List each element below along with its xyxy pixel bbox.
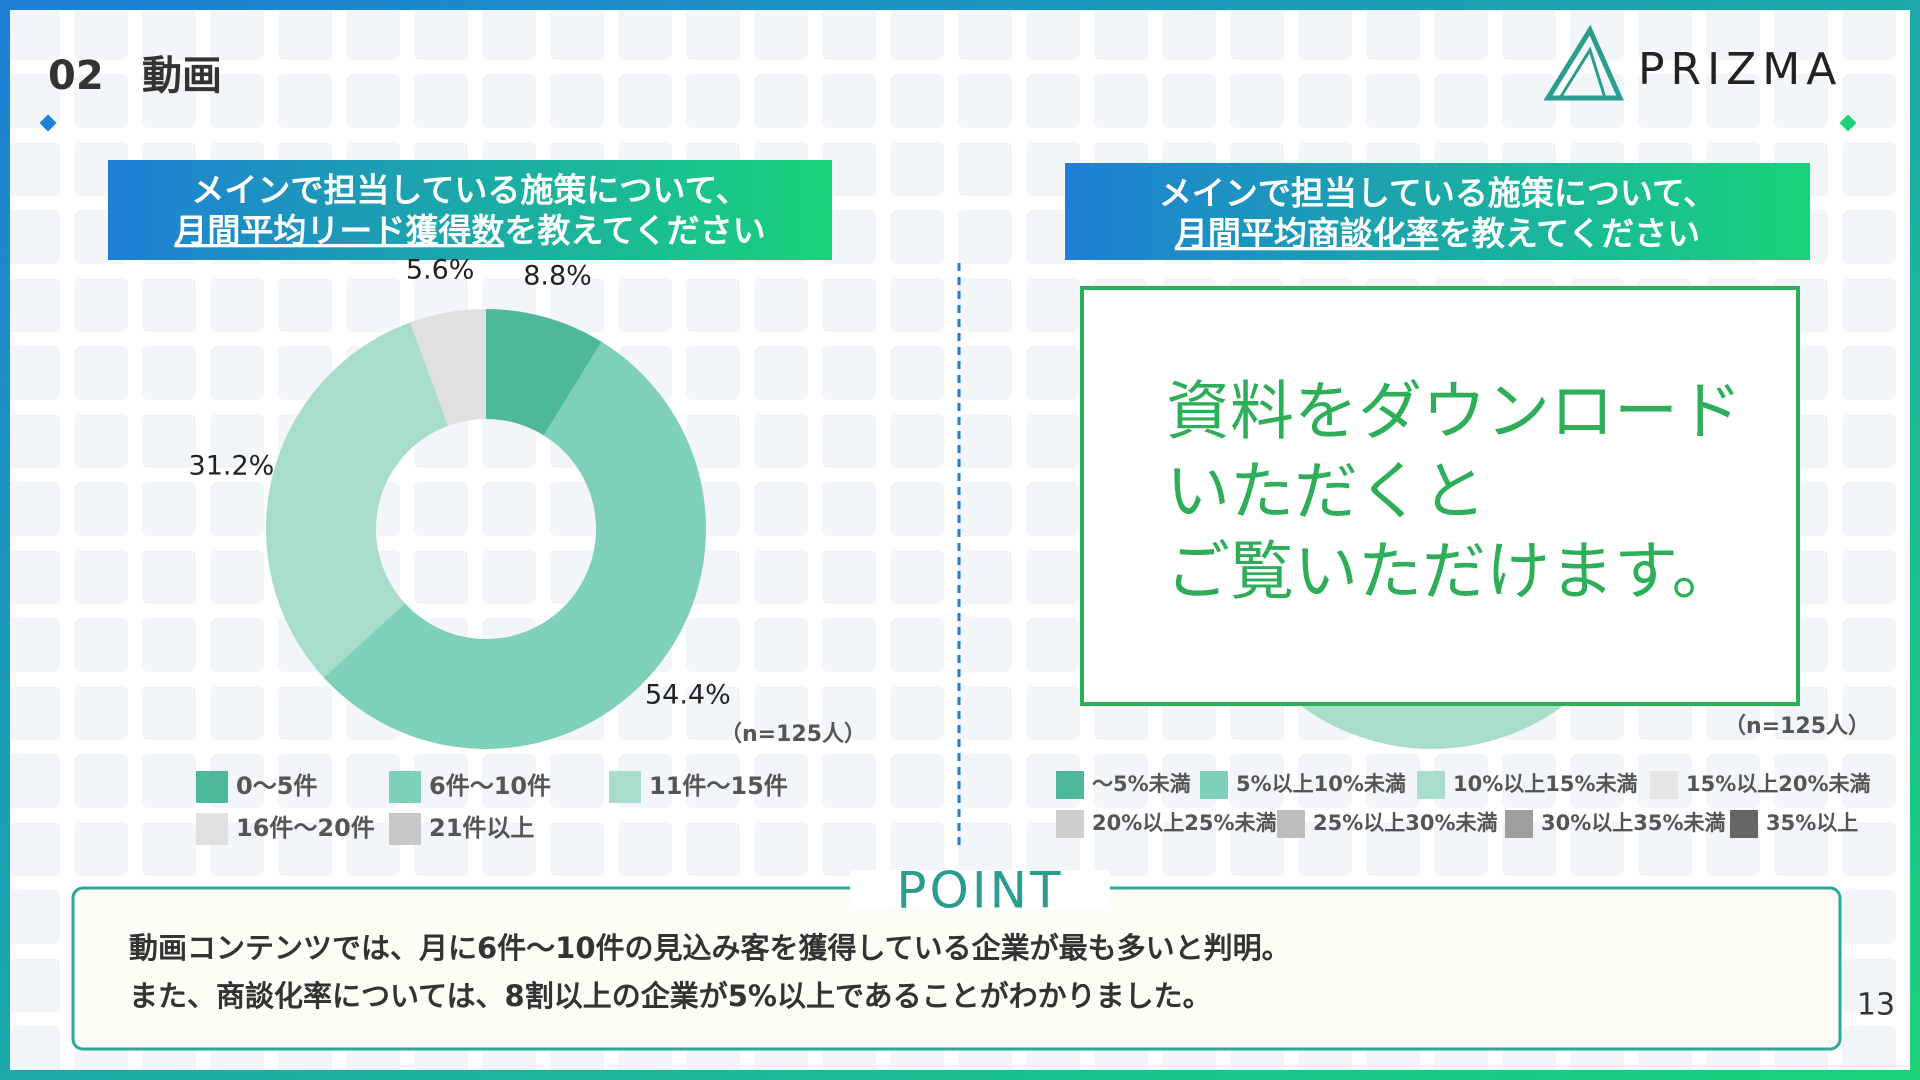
point-text: 動画コンテンツでは、月に6件〜10件の見込み客を獲得している企業が最も多いと判明… (129, 931, 1291, 965)
chart-title: 月間平均リード獲得数を教えてください (174, 211, 765, 250)
data-label: 8.8% (523, 260, 592, 291)
page-number: 13 (1857, 988, 1895, 1023)
donut-slice (323, 341, 706, 750)
logo-text: PRIZMA (1638, 44, 1842, 95)
legend-swatch (1505, 810, 1533, 838)
legend-swatch (1277, 810, 1305, 838)
section-title: 動画 (142, 53, 222, 99)
overlay-box (1080, 286, 1800, 706)
legend-swatch (1650, 771, 1678, 799)
legend-swatch (609, 771, 641, 803)
title-emphasis: 月間平均商談化率 (1175, 214, 1439, 253)
legend-label: 35%以上 (1766, 811, 1858, 835)
legend-label: 25%以上30%未満 (1313, 811, 1498, 835)
point-text: また、商談化率については、8割以上の企業が5%以上であることがわかりました。 (129, 979, 1212, 1013)
data-label: 54.4% (645, 680, 731, 711)
legend-label: 30%以上35%未満 (1541, 811, 1726, 835)
donut-slice (410, 309, 486, 426)
legend-swatch (389, 771, 421, 803)
donut-slice (265, 322, 449, 678)
donut-slice (486, 309, 602, 436)
title-box (1065, 163, 1810, 260)
data-label: 31.2% (189, 451, 275, 482)
point-heading: POINT (896, 862, 1063, 920)
legend-label: 5%以上10%未満 (1236, 772, 1406, 796)
overlay-text: ご覧いただけます。 (1166, 536, 1736, 610)
legend-swatch (196, 813, 228, 845)
legend-label: 11件〜15件 (649, 772, 788, 800)
title-rest: を教えてください (1439, 214, 1700, 253)
legend-label: 20%以上25%未満 (1092, 811, 1277, 835)
legend-label: 0〜5件 (236, 772, 317, 800)
legend-swatch (1417, 771, 1445, 799)
overlay-text: いただくと (1166, 456, 1486, 530)
legend-swatch (1730, 810, 1758, 838)
legend-swatch (196, 771, 228, 803)
legend-label: 10%以上15%未満 (1453, 772, 1638, 796)
chart-title: 月間平均商談化率を教えてください (1175, 214, 1700, 253)
legend-swatch (1056, 771, 1084, 799)
overlay: 資料をダウンロード いただくと ご覧いただけます。 (1080, 286, 1800, 706)
title-rest: を教えてください (504, 211, 765, 250)
sample-note: （n=125人） (720, 722, 866, 747)
title-box (108, 160, 832, 260)
legend-swatch (389, 813, 421, 845)
legend-label: 〜5%未満 (1092, 772, 1191, 796)
legend-label: 16件〜20件 (236, 814, 375, 842)
legend-label: 6件〜10件 (429, 772, 551, 800)
legend-swatch (1200, 771, 1228, 799)
rule-end (39, 114, 57, 132)
section-number: 02 (48, 53, 104, 99)
chart-title: メインで担当している施策について、 (191, 171, 748, 210)
title-emphasis: 月間平均リード獲得数 (174, 211, 505, 250)
overlay-text: 資料をダウンロード (1166, 376, 1742, 450)
legend-swatch (1056, 810, 1084, 838)
logo: PRIZMA (1543, 24, 1842, 101)
legend-label: 15%以上20%未満 (1686, 772, 1871, 796)
legend-label: 21件以上 (429, 814, 534, 842)
point-gap (850, 870, 1110, 910)
sample-note: （n=125人） (1724, 714, 1870, 739)
chart-title: メインで担当している施策について、 (1159, 174, 1716, 213)
data-label: 5.6% (406, 255, 475, 286)
